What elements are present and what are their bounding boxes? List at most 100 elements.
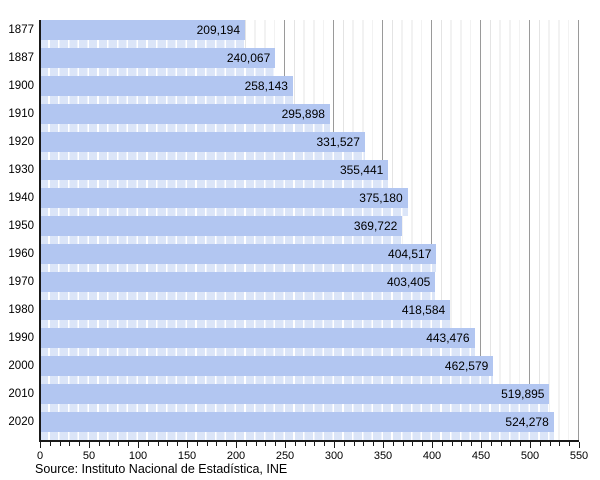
x-minor-tick	[324, 442, 326, 446]
x-minor-tick	[412, 442, 414, 446]
bar-value-label: 369,722	[353, 219, 398, 233]
x-minor-tick	[98, 442, 100, 446]
x-minor-tick	[363, 442, 365, 446]
year-label: 1940	[8, 192, 34, 204]
x-minor-tick	[343, 442, 345, 446]
bar-strip	[40, 208, 408, 216]
x-minor-tick	[177, 442, 179, 446]
bar: 209,194	[40, 20, 245, 40]
x-tick-label: 350	[373, 450, 393, 462]
bar: 519,895	[40, 384, 550, 404]
year-label: 1887	[8, 52, 34, 64]
x-minor-tick	[471, 442, 473, 446]
x-major-tick	[138, 442, 139, 448]
x-tick-label: 150	[177, 450, 197, 462]
x-tick-label: 550	[569, 450, 589, 462]
bar: 240,067	[40, 48, 276, 68]
year-label: 1930	[8, 164, 34, 176]
x-minor-tick	[314, 442, 316, 446]
bar-strip	[40, 376, 494, 384]
x-minor-tick	[490, 442, 492, 446]
bar: 375,180	[40, 188, 408, 208]
x-minor-tick	[128, 442, 130, 446]
year-label: 1990	[8, 332, 34, 344]
bar: 355,441	[40, 160, 389, 180]
bar-strip	[40, 68, 276, 76]
bar: 418,584	[40, 300, 451, 320]
x-tick-label: 100	[128, 450, 148, 462]
bar-strip	[40, 292, 436, 300]
x-minor-tick	[79, 442, 81, 446]
y-axis-line	[39, 20, 41, 442]
source-caption: Source: Instituto Nacional de Estadístic…	[35, 462, 288, 476]
x-major-tick	[236, 442, 237, 448]
x-minor-tick	[216, 442, 218, 446]
bar-strip	[40, 320, 451, 328]
bar: 331,527	[40, 132, 365, 152]
bar-strip	[40, 348, 475, 356]
x-major-tick	[334, 442, 335, 448]
x-minor-tick	[500, 442, 502, 446]
x-tick-label: 250	[275, 450, 295, 462]
bar-value-label: 209,194	[196, 23, 240, 37]
bar-strip	[40, 264, 437, 272]
x-minor-tick	[441, 442, 443, 446]
bar-value-label: 524,278	[505, 415, 549, 429]
bar-strip	[40, 152, 365, 160]
year-label: 1980	[8, 304, 34, 316]
x-tick-label: 500	[520, 450, 540, 462]
x-tick-label: 450	[471, 450, 491, 462]
x-minor-tick	[196, 442, 198, 446]
plot-area: 209,194 240,067 258,143 295,898 331,527 355,4…	[40, 20, 579, 440]
x-minor-tick	[304, 442, 306, 446]
x-major-tick	[285, 442, 286, 448]
bar: 295,898	[40, 104, 330, 124]
x-major-tick	[187, 442, 188, 448]
bar-value-label: 519,895	[501, 387, 545, 401]
x-major-tick	[432, 442, 433, 448]
year-label: 1877	[8, 24, 34, 36]
x-major-tick	[530, 442, 531, 448]
year-label: 1920	[8, 136, 34, 148]
bar-value-label: 295,898	[281, 107, 325, 121]
bar-value-label: 418,584	[401, 303, 446, 317]
bar: 462,579	[40, 356, 494, 376]
x-minor-tick	[392, 442, 394, 446]
bar-value-label: 375,180	[359, 191, 403, 205]
x-minor-tick	[422, 442, 424, 446]
x-major-tick	[89, 442, 90, 448]
x-minor-tick	[294, 442, 296, 446]
bar-value-label: 258,143	[244, 79, 288, 93]
bar: 369,722	[40, 216, 403, 236]
x-minor-tick	[226, 442, 228, 446]
x-minor-tick	[69, 442, 71, 446]
x-minor-tick	[255, 442, 257, 446]
bar-strip	[40, 180, 389, 188]
bar-strip	[40, 236, 403, 244]
year-label: 2010	[8, 388, 34, 400]
bar: 403,405	[40, 272, 436, 292]
bar-value-label: 331,527	[316, 135, 360, 149]
x-minor-tick	[510, 442, 512, 446]
x-tick-label: 0	[36, 450, 44, 462]
bar: 404,517	[40, 244, 437, 264]
x-axis-line	[39, 440, 579, 442]
year-label: 1900	[8, 80, 34, 92]
x-minor-tick	[245, 442, 247, 446]
bar-value-label: 462,579	[444, 359, 489, 373]
bar-value-label: 403,405	[386, 275, 431, 289]
x-tick-label: 400	[422, 450, 442, 462]
bar-value-label: 404,517	[388, 247, 432, 261]
bar-strip	[40, 96, 293, 104]
x-major-tick	[481, 442, 482, 448]
year-label: 2020	[8, 416, 34, 428]
bar-value-label: 355,441	[339, 163, 384, 177]
x-minor-tick	[167, 442, 169, 446]
year-label: 1910	[8, 108, 34, 120]
x-minor-tick	[118, 442, 120, 446]
x-minor-tick	[402, 442, 404, 446]
x-minor-tick	[275, 442, 277, 446]
x-minor-tick	[59, 442, 61, 446]
x-minor-tick	[353, 442, 355, 446]
bar-strip	[40, 404, 550, 412]
